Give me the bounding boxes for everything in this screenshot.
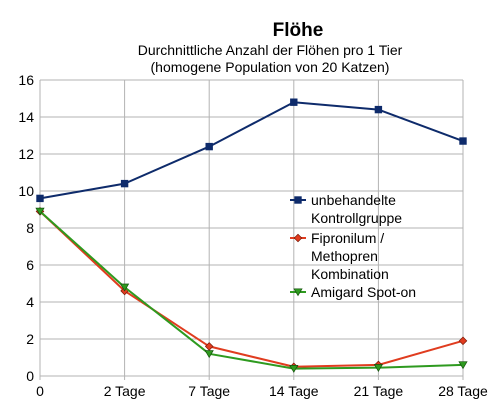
x-tick-label: 14 Tage xyxy=(269,383,319,399)
series-line-0 xyxy=(39,101,464,200)
data-point-diamond xyxy=(458,336,468,346)
series-line-2 xyxy=(39,210,464,370)
y-tick-label: 0 xyxy=(26,368,34,384)
data-point-triangle xyxy=(289,365,299,373)
data-point-square xyxy=(290,98,298,106)
y-tick-label: 6 xyxy=(26,257,34,273)
legend-label: Kombination xyxy=(311,266,389,282)
legend-label: unbehandelte xyxy=(311,192,396,208)
legend-label: Kontrollgruppe xyxy=(311,210,402,226)
legend-label: Fipronilum / xyxy=(311,230,384,246)
series-line-1 xyxy=(39,210,464,368)
y-tick-label: 14 xyxy=(18,109,34,125)
legend-marker xyxy=(293,288,303,297)
y-tick-label: 10 xyxy=(18,183,34,199)
legend-label: Amigard Spot-on xyxy=(311,284,416,300)
chart-subtitle-line-1: Durchnittliche Anzahl der Flöhen pro 1 T… xyxy=(138,42,403,58)
x-tick-label: 21 Tage xyxy=(354,383,404,399)
data-point-square xyxy=(205,142,213,151)
data-point-triangle xyxy=(458,361,468,370)
data-point-triangle xyxy=(119,283,130,292)
data-point-square xyxy=(120,179,129,188)
x-tick-label: 2 Tage xyxy=(104,383,146,399)
chart-subtitle-line-2: (homogene Population von 20 Katzen) xyxy=(151,59,390,75)
legend-label: Methopren xyxy=(311,248,378,264)
x-tick-label: 28 Tage xyxy=(438,383,488,399)
y-tick-label: 12 xyxy=(18,146,34,162)
x-tick-label: 0 xyxy=(36,383,44,399)
y-tick-label: 16 xyxy=(18,72,34,88)
plot-area: 0 2 4 6 8 10 12 14 16 0 2 Tage 7 Tage 14 Tage 21 Tage… xyxy=(18,72,488,399)
data-point-square xyxy=(36,194,44,203)
y-tick-label: 8 xyxy=(26,220,34,236)
legend-marker xyxy=(293,233,303,243)
y-tick-label: 2 xyxy=(26,331,34,347)
x-tick-label: 7 Tage xyxy=(188,383,230,399)
data-point-diamond xyxy=(204,342,214,351)
legend: unbehandelte Kontrollgruppe Fipronilum / Me… xyxy=(290,192,416,300)
data-point-square xyxy=(374,105,383,114)
data-point-triangle xyxy=(204,350,214,359)
data-point-triangle xyxy=(373,364,384,372)
legend-marker xyxy=(294,196,302,204)
data-point-square xyxy=(459,137,467,145)
data-point-triangle xyxy=(35,207,45,216)
chart-title: Flöhe xyxy=(273,20,324,41)
y-tick-label: 4 xyxy=(26,294,34,310)
